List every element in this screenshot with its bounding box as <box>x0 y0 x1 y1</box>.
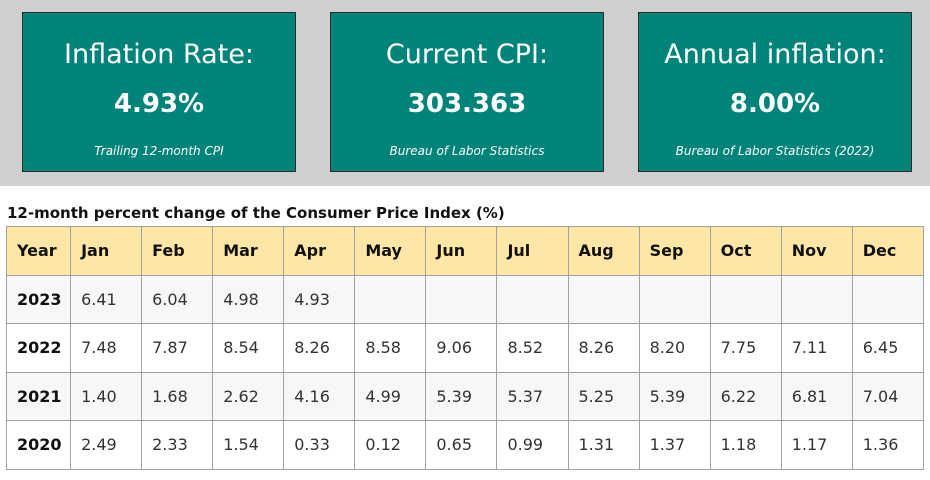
value-cell: 7.75 <box>709 323 782 373</box>
value-cell: 0.33 <box>283 420 356 470</box>
value-cell: 1.18 <box>709 420 782 470</box>
value-cell: 8.58 <box>354 323 427 373</box>
value-cell: 9.06 <box>425 323 498 373</box>
value-cell: 6.45 <box>851 323 925 373</box>
value-cell: 1.37 <box>638 420 711 470</box>
column-header: Oct <box>709 226 782 276</box>
value-cell: 1.36 <box>851 420 925 470</box>
value-cell <box>425 274 498 324</box>
value-cell: 5.39 <box>638 371 711 421</box>
value-cell: 7.04 <box>851 371 925 421</box>
card-label: Current CPI: <box>385 39 549 70</box>
value-cell: 2.62 <box>212 371 285 421</box>
table-row: 2022 7.48 7.87 8.54 8.26 8.58 9.06 8.52 8.26 8.20… <box>5 323 925 373</box>
card-value: 8.00% <box>729 89 821 119</box>
card-source: Bureau of Labor Statistics (2022) <box>675 144 875 158</box>
value-cell <box>638 274 711 324</box>
year-cell: 2023 <box>5 274 72 324</box>
column-header: Feb <box>141 226 214 276</box>
value-cell: 0.99 <box>496 420 569 470</box>
table-body: 2023 6.41 6.04 4.98 4.93 2022 7.48 7.87 8.54 8.26… <box>5 274 925 470</box>
value-cell <box>851 274 925 324</box>
column-header: Mar <box>212 226 285 276</box>
table-row: 2020 2.49 2.33 1.54 0.33 0.12 0.65 0.99 1.31 1.37… <box>5 420 925 470</box>
column-header: Year <box>5 226 72 276</box>
card-label: Inflation Rate: <box>64 39 254 70</box>
value-cell: 4.99 <box>354 371 427 421</box>
card-label: Annual inflation: <box>664 39 886 70</box>
value-cell: 1.40 <box>70 371 143 421</box>
column-header: Dec <box>851 226 925 276</box>
value-cell: 6.04 <box>141 274 214 324</box>
table-row: 2021 1.40 1.68 2.62 4.16 4.99 5.39 5.37 5.25 5.39… <box>5 371 925 421</box>
cpi-table: Year Jan Feb Mar Apr May Jun Jul Aug Sep… <box>5 226 925 470</box>
value-cell: 4.93 <box>283 274 356 324</box>
column-header: May <box>354 226 427 276</box>
value-cell: 6.41 <box>70 274 143 324</box>
value-cell: 8.54 <box>212 323 285 373</box>
column-header: Jan <box>70 226 143 276</box>
value-cell: 5.37 <box>496 371 569 421</box>
value-cell: 7.87 <box>141 323 214 373</box>
value-cell: 5.39 <box>425 371 498 421</box>
column-header: Sep <box>638 226 711 276</box>
table-title: 12-month percent change of the Consumer … <box>7 204 505 222</box>
value-cell <box>780 274 853 324</box>
column-header: Jun <box>425 226 498 276</box>
value-cell: 8.52 <box>496 323 569 373</box>
value-cell: 6.81 <box>780 371 853 421</box>
table-row: 2023 6.41 6.04 4.98 4.93 <box>5 274 925 324</box>
value-cell: 8.26 <box>567 323 640 373</box>
value-cell <box>354 274 427 324</box>
card-value: 4.93% <box>113 89 205 119</box>
summary-cards-band: Inflation Rate: 4.93% Trailing 12-month … <box>0 0 930 186</box>
value-cell: 6.22 <box>709 371 782 421</box>
value-cell: 1.31 <box>567 420 640 470</box>
inflation-rate-card: Inflation Rate: 4.93% Trailing 12-month … <box>22 12 296 172</box>
value-cell: 7.11 <box>780 323 853 373</box>
year-cell: 2022 <box>5 323 72 373</box>
year-cell: 2021 <box>5 371 72 421</box>
value-cell <box>709 274 782 324</box>
value-cell: 5.25 <box>567 371 640 421</box>
value-cell <box>567 274 640 324</box>
value-cell: 4.16 <box>283 371 356 421</box>
value-cell: 1.17 <box>780 420 853 470</box>
value-cell: 2.33 <box>141 420 214 470</box>
annual-inflation-card: Annual inflation: 8.00% Bureau of Labor … <box>638 12 912 172</box>
value-cell: 8.20 <box>638 323 711 373</box>
value-cell: 1.54 <box>212 420 285 470</box>
value-cell: 4.98 <box>212 274 285 324</box>
value-cell: 0.65 <box>425 420 498 470</box>
card-source: Trailing 12-month CPI <box>94 144 224 158</box>
value-cell: 1.68 <box>141 371 214 421</box>
value-cell: 2.49 <box>70 420 143 470</box>
value-cell: 0.12 <box>354 420 427 470</box>
card-source: Bureau of Labor Statistics <box>389 144 545 158</box>
year-cell: 2020 <box>5 420 72 470</box>
column-header: Jul <box>496 226 569 276</box>
card-value: 303.363 <box>407 89 527 119</box>
value-cell: 7.48 <box>70 323 143 373</box>
column-header: Apr <box>283 226 356 276</box>
column-header: Aug <box>567 226 640 276</box>
value-cell <box>496 274 569 324</box>
column-header: Nov <box>780 226 853 276</box>
current-cpi-card: Current CPI: 303.363 Bureau of Labor Sta… <box>330 12 604 172</box>
value-cell: 8.26 <box>283 323 356 373</box>
table-header-row: Year Jan Feb Mar Apr May Jun Jul Aug Sep… <box>5 226 925 276</box>
